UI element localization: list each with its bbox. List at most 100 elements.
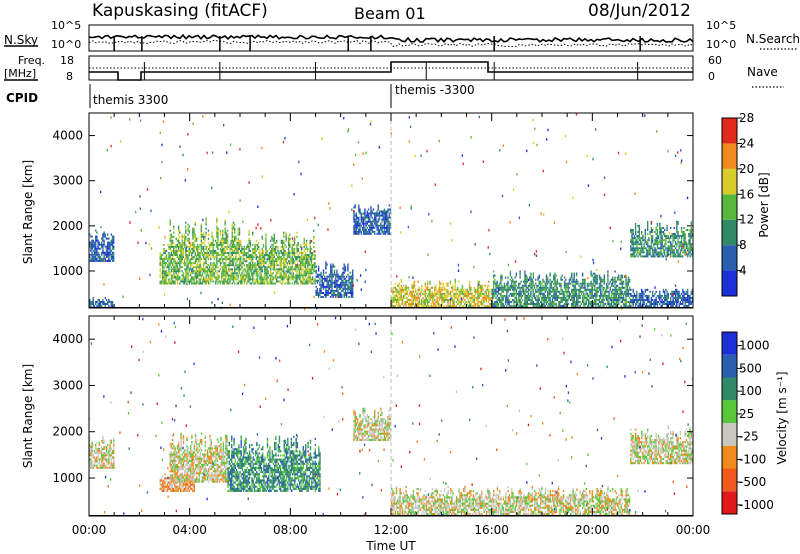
data-cell (584, 286, 586, 289)
data-cell (113, 237, 115, 240)
data-cell (529, 303, 531, 305)
data-cell (193, 241, 195, 244)
data-cell (279, 268, 281, 271)
data-cell (264, 266, 266, 269)
data-cell (430, 303, 432, 305)
data-cell (600, 276, 602, 279)
data-cell (366, 230, 368, 233)
data-cell (578, 284, 580, 287)
data-cell (240, 262, 242, 265)
data-cell (361, 226, 364, 229)
data-cell (477, 301, 479, 303)
data-cell (435, 288, 437, 291)
data-cell (590, 272, 592, 275)
data-cell (431, 294, 434, 297)
data-cell (293, 268, 296, 271)
data-cell (169, 245, 171, 248)
data-cell (620, 276, 622, 279)
data-cell (598, 278, 601, 281)
data-cell (636, 245, 638, 248)
data-cell (494, 278, 496, 281)
data-cell (194, 260, 196, 263)
data-cell (91, 301, 93, 303)
data-cell (394, 286, 396, 289)
data-cell (279, 260, 281, 263)
data-cell (479, 290, 482, 293)
data-cell (657, 247, 660, 250)
data-cell (228, 274, 230, 277)
data-cell (95, 247, 97, 250)
data-cell (328, 277, 331, 280)
data-cell (258, 266, 260, 269)
data-cell (320, 271, 322, 274)
data-cell (243, 250, 245, 252)
data-cell (343, 271, 345, 274)
data-cell (201, 233, 204, 236)
data-cell (653, 251, 655, 254)
data-cell (349, 277, 351, 280)
data-cell (353, 216, 355, 219)
data-cell (415, 296, 417, 299)
data-cell (206, 268, 208, 271)
data-cell (235, 272, 237, 275)
data-cell (249, 278, 251, 281)
data-cell (181, 260, 183, 263)
data-cell (200, 270, 202, 273)
data-cell (296, 252, 298, 254)
data-cell (327, 289, 330, 292)
data-cell (258, 274, 260, 277)
data-cell (509, 305, 512, 308)
data-cell (500, 274, 502, 277)
data-cell (438, 280, 441, 283)
data-cell (322, 281, 325, 284)
data-cell (603, 303, 605, 305)
data-cell (216, 256, 218, 259)
data-cell (280, 266, 283, 269)
data-cell (515, 292, 518, 295)
data-cell (223, 264, 225, 267)
data-cell (210, 252, 212, 254)
data-cell (192, 266, 194, 269)
data-cell (535, 303, 537, 305)
data-cell (255, 243, 257, 246)
data-cell (349, 287, 351, 290)
data-cell (644, 239, 646, 242)
data-cell (590, 288, 592, 291)
data-cell (413, 296, 416, 299)
data-cell (220, 280, 223, 283)
data-cell (350, 294, 353, 296)
data-cell (314, 266, 316, 269)
data-cell (486, 284, 489, 287)
data-cell (261, 276, 263, 279)
data-cell (259, 264, 261, 267)
data-cell (566, 284, 568, 287)
data-cell (168, 264, 170, 267)
data-cell (248, 229, 250, 232)
data-cell (183, 282, 186, 285)
data-cell (187, 280, 189, 283)
data-cell (225, 239, 228, 242)
data-cell (229, 270, 231, 273)
data-cell (197, 254, 199, 257)
data-cell (270, 258, 272, 261)
data-cell (625, 296, 627, 299)
data-cell (223, 248, 225, 250)
data-cell (388, 208, 390, 211)
data-cell (249, 245, 251, 248)
data-cell (625, 292, 627, 295)
data-cell (254, 280, 256, 283)
data-cell (399, 292, 401, 295)
data-cell (254, 243, 256, 246)
data-cell (489, 299, 491, 301)
data-cell (651, 251, 654, 254)
data-cell (159, 280, 161, 283)
data-cell (531, 299, 533, 301)
data-cell (230, 248, 232, 250)
data-cell (545, 278, 548, 281)
data-cell (403, 290, 405, 293)
data-cell (632, 231, 634, 233)
data-cell (259, 252, 261, 254)
data-cell (231, 233, 233, 236)
data-cell (201, 268, 204, 271)
data-cell (603, 282, 605, 285)
